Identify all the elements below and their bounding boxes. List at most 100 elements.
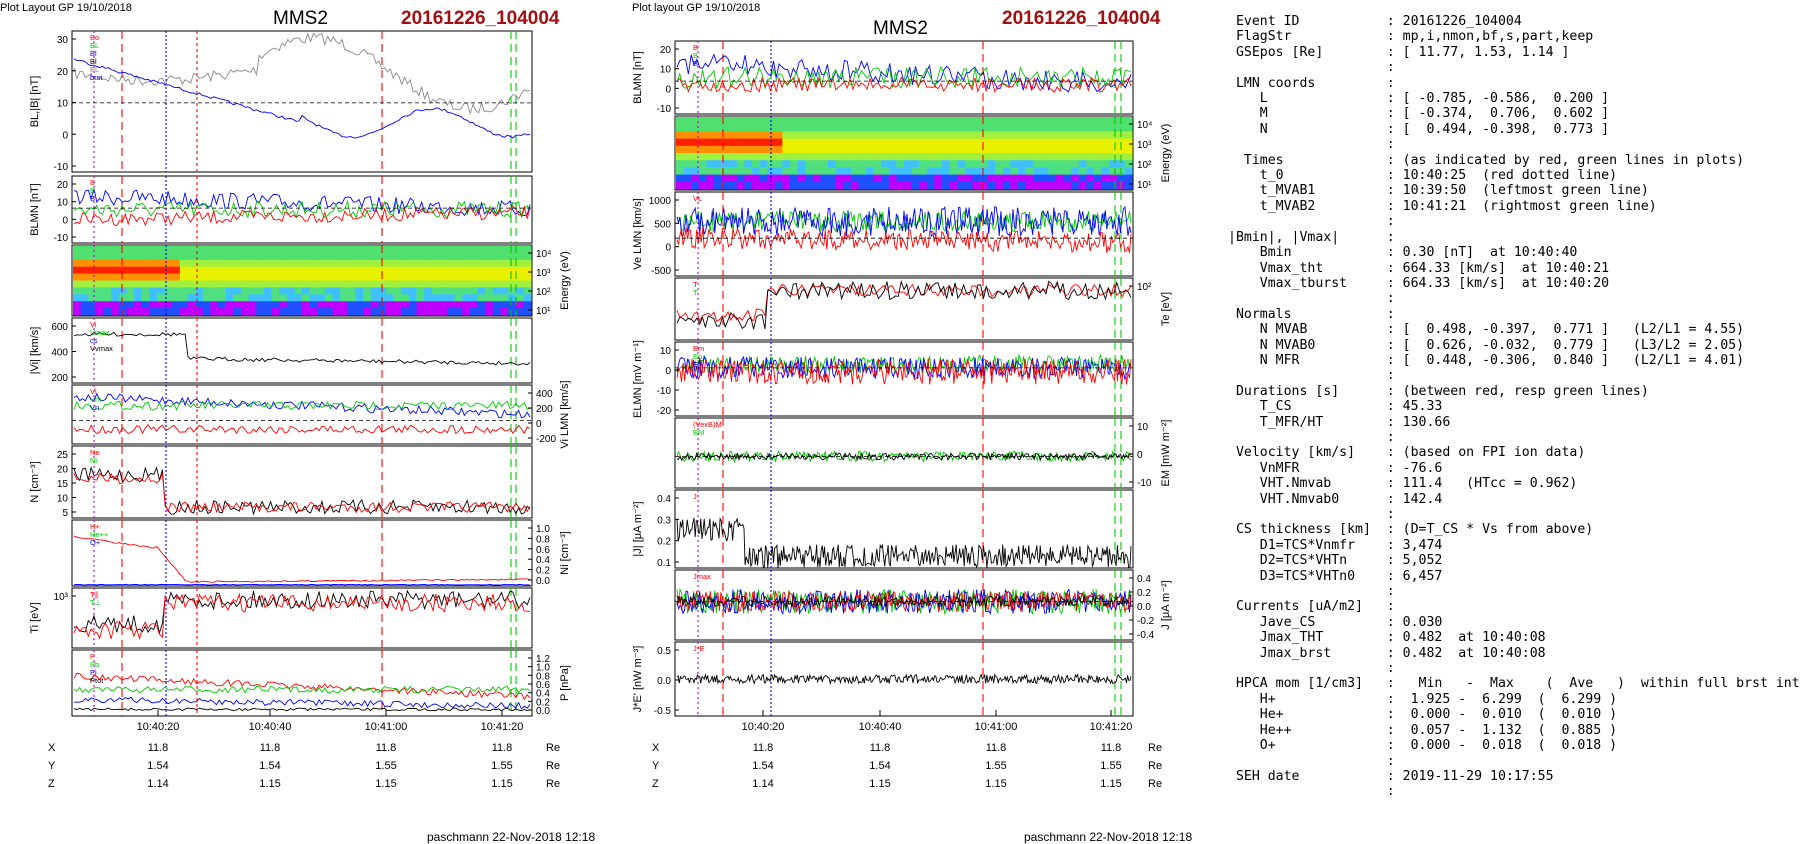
spectrogram-cell	[934, 160, 943, 168]
spectrogram-cell	[782, 131, 791, 140]
spectrogram-cell	[469, 287, 479, 295]
spectrogram-cell	[706, 160, 715, 168]
time-tick-label: 10:41:00	[975, 721, 1018, 733]
spectrogram-cell	[676, 167, 685, 176]
spectrogram-cell	[271, 252, 280, 261]
spectrogram-cell	[714, 124, 723, 132]
axis-label: Vi LMN [km/s]	[559, 380, 571, 448]
spectrogram-cell	[843, 117, 852, 125]
spectrogram-cell	[972, 131, 981, 140]
spectrogram-cell	[873, 138, 882, 147]
spectrogram-cell	[302, 301, 311, 309]
spectrogram-cell	[683, 160, 692, 168]
spectrogram-cell	[1109, 124, 1118, 132]
spectrogram-cell	[782, 117, 791, 125]
spectrogram-cell	[141, 266, 150, 275]
spectrogram-cell	[1124, 181, 1133, 190]
spectrogram-cell	[1025, 117, 1034, 125]
spectrogram-cell	[401, 280, 410, 288]
spectrogram-cell	[896, 160, 905, 168]
spectrogram-cell	[942, 145, 951, 154]
spectrogram-cell	[508, 266, 517, 275]
spectrogram-cell	[1010, 167, 1019, 176]
spectrogram-cell	[294, 287, 303, 295]
spectrogram-cell	[80, 252, 89, 261]
spectrogram-cell	[1025, 174, 1034, 183]
spectrogram-cell	[683, 167, 692, 176]
spectrogram-cell	[736, 160, 745, 168]
spectrogram-cell	[759, 145, 768, 154]
spectrogram-cell	[1056, 153, 1065, 161]
spectrogram-cell	[919, 160, 928, 168]
spectrogram-cell	[393, 246, 402, 254]
spectrogram-cell	[523, 301, 532, 309]
spectrogram-cell	[309, 301, 318, 309]
spectrogram-cell	[752, 117, 761, 125]
spectrogram-cell	[987, 174, 996, 183]
spectrogram-cell	[980, 181, 989, 190]
spectrogram-cell	[1010, 124, 1019, 132]
spectrogram-cell	[744, 181, 753, 190]
spectrogram-cell	[431, 266, 440, 275]
tick-label: 10²	[1137, 282, 1152, 293]
tick-label: 600	[51, 322, 68, 333]
spectrogram-cell	[1025, 138, 1034, 147]
event-summary: Event ID : 20161226_104004 FlagStr : mp,…	[1228, 14, 1800, 800]
spectrogram-cell	[141, 294, 150, 302]
spectrogram-cell	[439, 287, 448, 295]
summary-line: Vmax_tht : 664.33 [km/s] at 10:40:21	[1228, 260, 1610, 276]
spectrogram-cell	[126, 287, 135, 295]
spectrogram-cell	[240, 294, 250, 302]
spectrogram-cell	[942, 153, 951, 161]
spectrogram-cell	[1063, 160, 1072, 168]
spectrogram-cell	[676, 145, 685, 154]
spectrogram-cell	[1018, 153, 1027, 161]
spectrogram-cell	[492, 294, 501, 302]
summary-line: SEH date : 2019-11-29 10:17:55	[1228, 768, 1554, 784]
spectrogram-cell	[271, 259, 280, 268]
spectrogram-cell	[691, 160, 700, 168]
tick-label: 10	[1137, 422, 1149, 433]
spectrogram-cell	[797, 145, 806, 154]
panel-frame	[674, 40, 1134, 115]
tick-label: 10²	[536, 287, 551, 298]
spectrogram-cell	[714, 117, 723, 125]
spectrogram-cell	[500, 266, 509, 275]
spectrogram-cell	[492, 308, 501, 316]
tick-label: 0.2	[1137, 588, 1151, 599]
spectrogram-cell	[80, 294, 89, 302]
legend-label: BL	[90, 65, 99, 74]
spectrogram-cell	[812, 153, 821, 161]
spectrogram-cell	[820, 167, 829, 176]
spectrogram-cell	[698, 117, 707, 125]
spectrogram-cell	[73, 287, 82, 295]
spectrogram-cell	[164, 280, 173, 288]
spectrogram-cell	[210, 273, 219, 282]
spectrogram-cell	[1086, 153, 1095, 161]
spectrogram-cell	[805, 124, 814, 132]
spectrogram-cell	[904, 160, 913, 168]
spectrogram-cell	[302, 246, 311, 254]
spectrogram-cell	[964, 167, 973, 176]
axis-label: BLMN [nT]	[632, 51, 644, 104]
spectrogram-cell	[416, 266, 425, 275]
spectrogram-cell	[1040, 138, 1049, 147]
spectrogram-cell	[134, 294, 143, 302]
spectrogram-cell	[790, 153, 799, 161]
spectrogram-cell	[225, 280, 234, 288]
summary-line: :	[1228, 60, 1395, 76]
spectrogram-cell	[873, 145, 882, 154]
spectrogram-cell	[439, 252, 448, 261]
spectrogram-cell	[118, 252, 127, 261]
spectrogram-cell	[187, 273, 196, 282]
ephemeris-value: 1.54	[259, 760, 280, 772]
spectrogram-cell	[714, 167, 723, 176]
spectrogram-cell	[1109, 181, 1118, 190]
summary-line: |Bmin|, |Vmax| :	[1228, 229, 1395, 245]
ephemeris-unit: Re	[546, 778, 560, 790]
spectrogram-cell	[157, 308, 166, 316]
spectrogram-cell	[477, 308, 486, 316]
spectrogram-cell	[477, 280, 486, 288]
ephemeris-value: 1.15	[869, 778, 890, 790]
spectrogram-cell	[1048, 153, 1057, 161]
